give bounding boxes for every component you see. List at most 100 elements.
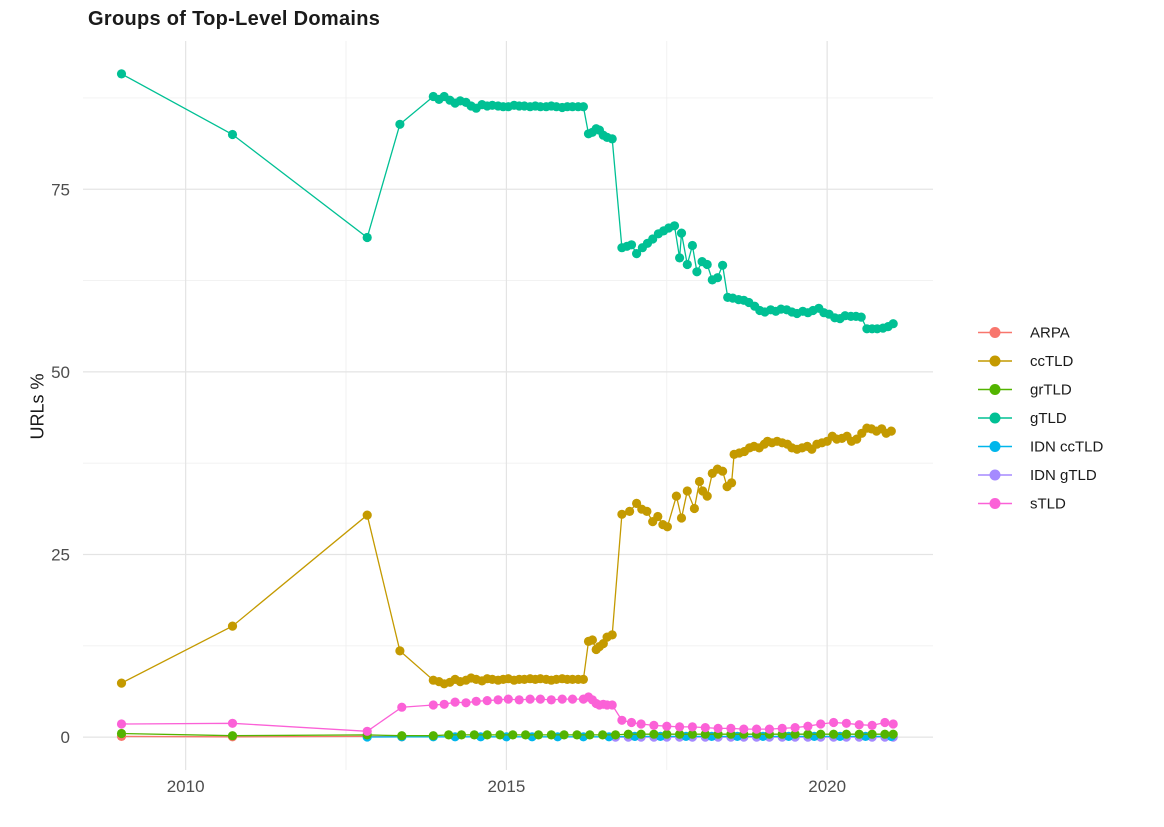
legend-key-point — [989, 355, 1001, 367]
data-point — [598, 730, 608, 740]
data-point — [362, 510, 372, 520]
legend-entry-gTLD: gTLD — [978, 410, 1067, 427]
data-point — [888, 729, 898, 739]
chart-title: Groups of Top-Level Domains — [88, 8, 381, 30]
data-point — [116, 719, 127, 729]
data-point — [535, 694, 546, 704]
data-point — [790, 729, 800, 739]
y-axis-title: URLs % — [27, 373, 48, 440]
legend-key-point — [989, 384, 1001, 395]
y-tick-label: 50 — [51, 363, 70, 382]
legend-key-point — [989, 441, 1001, 452]
data-point — [227, 731, 238, 741]
x-tick-label: 2010 — [167, 777, 205, 796]
data-point — [617, 715, 627, 725]
data-point — [482, 730, 492, 740]
data-point — [439, 699, 449, 709]
data-point — [533, 730, 544, 740]
data-point — [557, 694, 567, 704]
data-point — [692, 267, 702, 277]
data-point — [578, 102, 589, 112]
legend-entry-IDN-gTLD: IDN gTLD — [978, 467, 1097, 484]
data-point — [397, 702, 407, 712]
data-point — [572, 730, 582, 740]
data-point — [636, 729, 646, 739]
data-point — [482, 696, 492, 706]
data-point — [676, 513, 687, 523]
data-point — [578, 674, 589, 685]
series-gTLD — [116, 69, 898, 334]
data-point — [469, 730, 479, 740]
data-point — [752, 724, 762, 734]
data-point — [790, 723, 800, 733]
data-point — [700, 729, 710, 739]
legend-entry-ARPA: ARPA — [978, 325, 1070, 342]
data-point — [739, 724, 749, 734]
data-point — [727, 478, 737, 488]
series-line — [121, 73, 894, 330]
data-point — [227, 718, 238, 728]
data-point — [567, 694, 578, 704]
data-point — [587, 635, 598, 645]
legend-label: IDN ccTLD — [1030, 439, 1104, 456]
data-point — [397, 731, 407, 741]
data-point — [687, 729, 698, 739]
series-sTLD — [116, 692, 898, 736]
data-point — [362, 726, 372, 736]
legend-label: IDN gTLD — [1030, 467, 1097, 484]
data-point — [546, 695, 556, 705]
y-tick-label: 0 — [61, 728, 70, 747]
data-point — [227, 129, 238, 140]
data-point — [682, 486, 692, 496]
legend-label: ARPA — [1030, 325, 1070, 342]
data-point — [816, 729, 826, 739]
legend-entry-sTLD: sTLD — [978, 496, 1066, 513]
data-point — [662, 729, 672, 739]
data-point — [461, 698, 471, 708]
data-point — [694, 476, 705, 487]
data-point — [493, 695, 503, 705]
data-point — [362, 232, 372, 243]
data-point — [514, 695, 524, 705]
data-point — [653, 511, 663, 522]
data-point — [227, 621, 238, 631]
data-point — [867, 720, 877, 731]
legend-label: gTLD — [1030, 410, 1067, 427]
legend-key-point — [989, 412, 1001, 424]
data-point — [607, 134, 617, 144]
x-tick-label: 2020 — [808, 777, 846, 796]
data-point — [675, 722, 685, 732]
legend-label: ccTLD — [1030, 353, 1074, 370]
data-point — [116, 678, 127, 688]
data-point — [675, 729, 685, 739]
data-point — [856, 312, 866, 322]
series-ccTLD — [116, 423, 896, 689]
data-point — [676, 228, 687, 238]
legend-entry-IDN-ccTLD: IDN ccTLD — [978, 439, 1104, 456]
data-point — [712, 273, 723, 283]
data-point — [632, 249, 642, 259]
data-point — [675, 253, 685, 263]
data-point — [395, 646, 405, 656]
data-point — [471, 696, 481, 706]
data-point — [867, 729, 877, 739]
data-point — [702, 491, 712, 501]
legend-key-point — [989, 469, 1001, 481]
data-point — [444, 730, 454, 740]
data-point — [888, 719, 898, 729]
data-point — [559, 730, 569, 740]
data-point — [521, 730, 531, 740]
y-tick-label: 75 — [51, 180, 70, 199]
data-point — [585, 730, 595, 740]
legend-label: sTLD — [1030, 496, 1066, 513]
data-point — [428, 731, 438, 741]
data-point — [495, 730, 505, 740]
data-point — [669, 221, 680, 231]
legend-key-point — [989, 327, 1001, 338]
data-point — [726, 723, 736, 734]
y-tick-label: 25 — [51, 546, 70, 565]
data-point — [718, 466, 728, 476]
data-point — [623, 729, 633, 739]
